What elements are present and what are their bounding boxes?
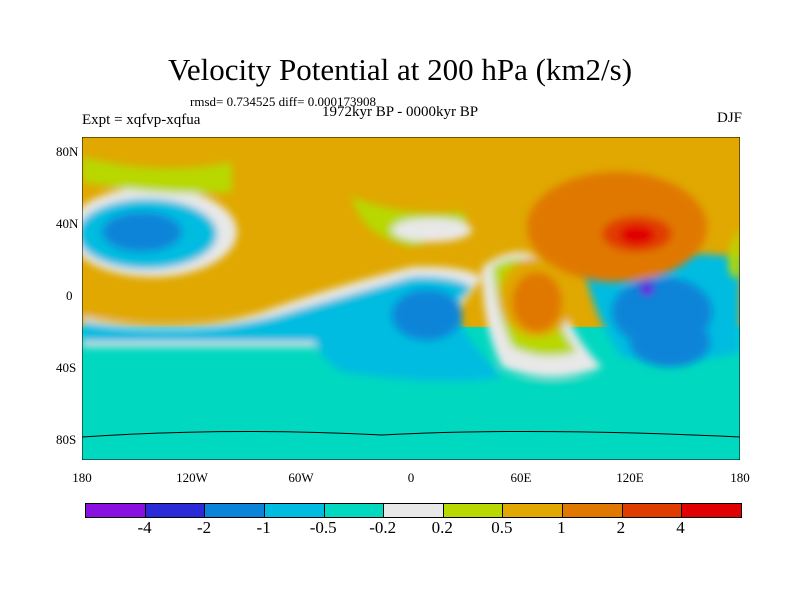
season-label: DJF <box>716 110 742 126</box>
colorbar-swatch <box>86 504 146 517</box>
colorbar-swatch <box>682 504 742 517</box>
antarctica-coastline <box>82 430 740 438</box>
colorbar-label: -4 <box>137 518 152 537</box>
colorbar-label: -0.5 <box>309 518 337 537</box>
x-tick-label: 180 <box>730 470 750 485</box>
colorbar-label: -0.2 <box>369 518 397 537</box>
x-tick-label: 60E <box>510 470 532 485</box>
contour-map <box>82 137 740 460</box>
colorbar-swatch <box>443 504 504 517</box>
x-tick-label: 120W <box>176 470 208 485</box>
stats-text: rmsd= 0.734525 diff= 0.000173908 <box>190 94 376 109</box>
colorbar-swatch <box>145 504 206 517</box>
y-tick-label: 80N <box>56 144 79 159</box>
colorbar-label: 0.5 <box>491 518 513 537</box>
y-tick-label: 40S <box>56 360 77 375</box>
colorbar-label: -2 <box>196 518 212 537</box>
experiment-label: Expt = xqfvp-xqfua <box>82 112 201 128</box>
colorbar-label: 0.2 <box>431 518 453 537</box>
colorbar-label: -1 <box>256 518 271 537</box>
colorbar-label: 1 <box>557 518 566 537</box>
y-tick-label: 80S <box>56 432 77 447</box>
colorbar-swatch <box>264 504 325 517</box>
x-tick-label: 120E <box>616 470 644 485</box>
plot-title: Velocity Potential at 200 hPa (km2/s) <box>167 52 633 87</box>
y-tick-label: 0 <box>66 288 73 303</box>
colorbar-swatch <box>622 504 683 517</box>
colorbar-swatch <box>205 504 265 517</box>
colorbar-swatch <box>324 504 385 517</box>
x-tick-label: 60W <box>288 470 314 485</box>
y-tick-label: 40N <box>56 216 79 231</box>
x-tick-label: 180 <box>72 470 92 485</box>
colorbar <box>85 503 742 518</box>
colorbar-label: 4 <box>676 518 685 537</box>
colorbar-swatch <box>503 504 564 517</box>
colorbar-swatch <box>563 504 623 517</box>
period-label: 1972kyr BP - 0000kyr BP <box>322 104 479 120</box>
x-tick-label: 0 <box>407 470 415 485</box>
colorbar-swatch <box>384 504 444 517</box>
colorbar-label: 2 <box>616 518 626 537</box>
